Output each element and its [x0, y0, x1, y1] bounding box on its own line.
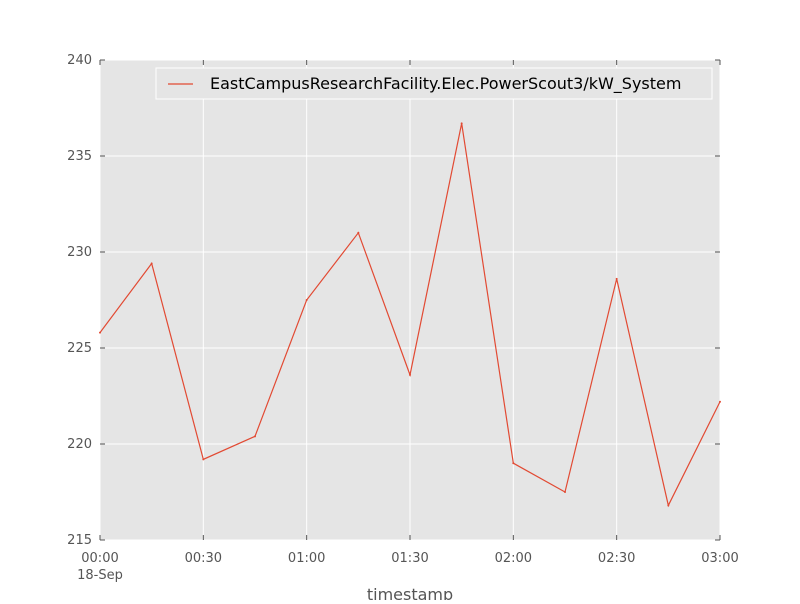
x-date-label: 18-Sep	[77, 568, 123, 583]
x-tick-label: 00:00	[81, 551, 118, 566]
series-point	[409, 373, 411, 376]
y-tick-label: 225	[67, 341, 92, 356]
series-point	[254, 435, 256, 438]
series-point	[512, 462, 515, 465]
legend: EastCampusResearchFacility.Elec.PowerSco…	[155, 67, 713, 100]
series-point	[202, 458, 205, 461]
series-point	[150, 262, 153, 265]
series-point	[460, 122, 463, 125]
x-tick-label: 02:00	[495, 551, 532, 566]
y-tick-label: 230	[67, 245, 92, 260]
series-point	[357, 231, 360, 234]
series-layer	[99, 122, 721, 508]
legend-box	[155, 67, 713, 100]
series-point	[615, 277, 618, 280]
series-point	[564, 491, 566, 493]
x-tick-label: 01:30	[391, 551, 428, 566]
series-point	[667, 504, 670, 507]
x-tick-label: 03:00	[701, 551, 738, 566]
legend-label: EastCampusResearchFacility.Elec.PowerSco…	[210, 74, 681, 94]
series-point	[305, 299, 308, 301]
x-tick-label: 00:30	[185, 551, 222, 566]
axis-ticks: 215 220 225 230 235 240 00:00 00:30 01:00 01:30 02…	[67, 53, 739, 583]
y-tick-label: 220	[67, 437, 92, 452]
x-tick-label: 01:00	[288, 551, 325, 566]
y-tick-label: 215	[67, 533, 92, 548]
y-tick-label: 235	[67, 149, 92, 164]
x-axis-label: timestamp	[367, 585, 453, 600]
x-tick-label: 02:30	[598, 551, 635, 566]
y-tick-label: 240	[67, 53, 92, 68]
series-point	[719, 400, 721, 403]
series-point	[99, 331, 101, 334]
